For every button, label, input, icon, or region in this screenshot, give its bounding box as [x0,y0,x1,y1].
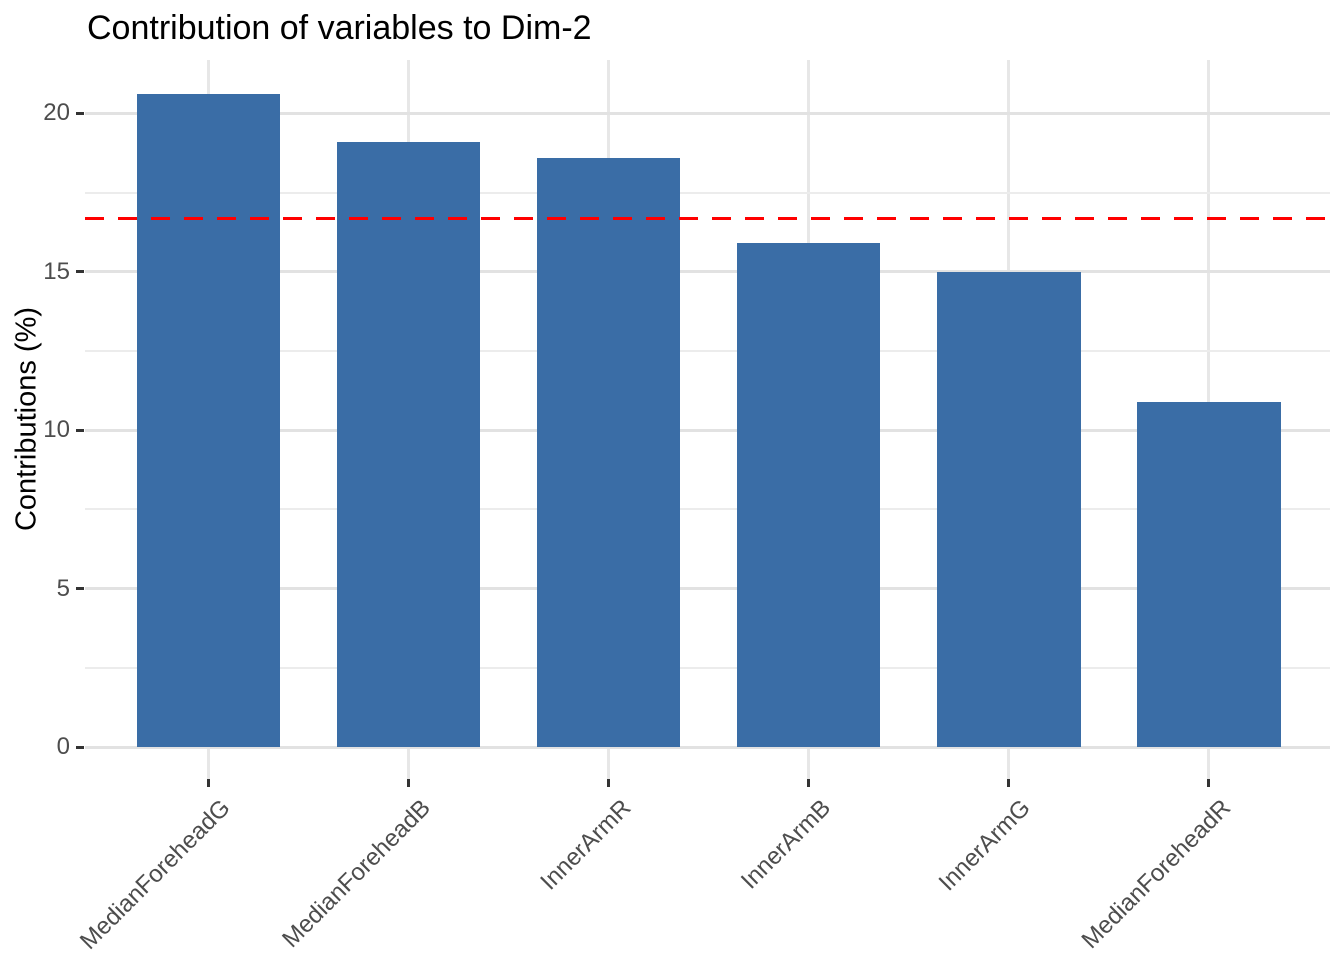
bar-MedianForeheadR [1137,401,1281,747]
x-tick-label: MedianForeheadB [277,794,436,954]
minor-gridline [85,350,1330,352]
x-tick-label: InnerArmB [735,794,837,895]
x-tick-mark [607,779,611,787]
minor-gridline [85,666,1330,669]
bar-InnerArmB [736,243,881,747]
reference-line [85,217,1330,221]
minor-gridline [85,191,1330,194]
x-tick-mark [1207,779,1211,787]
y-tick-label: 10 [43,416,70,444]
major-gridline [85,745,1330,749]
y-tick-mark [76,111,84,115]
major-gridline [85,270,1330,274]
y-tick-mark [76,745,84,749]
chart-title: Contribution of variables to Dim-2 [87,9,592,47]
major-gridline [85,111,1330,115]
x-tick-label: InnerArmR [534,794,636,896]
bar-InnerArmR [536,157,681,747]
y-tick-mark [76,587,84,591]
major-gridline [85,428,1330,432]
x-tick-mark [807,779,811,787]
bar-MedianForeheadB [336,141,481,747]
y-tick-label: 5 [56,574,70,602]
major-gridline [85,587,1330,591]
minor-gridline [85,508,1330,511]
y-tick-mark [76,428,84,432]
bar-InnerArmG [937,271,1081,747]
x-tick-label: MedianForeheadG [75,794,236,955]
x-tick-mark [407,779,410,787]
x-tick-label: MedianForeheadR [1076,794,1237,954]
x-tick-label: InnerArmG [934,794,1037,897]
bar-MedianForeheadG [136,94,281,747]
y-tick-mark [76,270,84,274]
y-tick-label: 15 [43,257,70,285]
y-tick-label: 0 [56,733,70,760]
x-tick-mark [206,779,210,787]
x-tick-mark [1007,779,1011,787]
y-tick-label: 20 [43,99,70,127]
